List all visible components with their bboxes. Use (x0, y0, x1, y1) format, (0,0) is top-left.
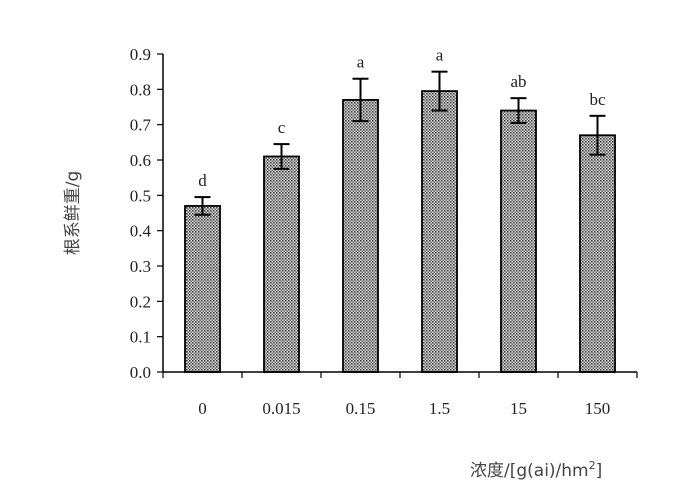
y-axis-ticks: 0.0 0.1 0.2 0.3 0.4 0.5 0.6 0.7 0.8 0.9 (130, 45, 638, 382)
x-axis-title-superscript: 2 (589, 459, 596, 472)
bar (342, 99, 379, 373)
bars: d 0 c 0.015 a 0.15 a 1.5 ab 15 bc 150 (184, 46, 616, 418)
significance-label: d (198, 171, 207, 190)
y-axis-title: 根系鲜重/g (63, 171, 83, 256)
y-tick-label: 0.9 (130, 45, 151, 64)
x-axis-title-end: ] (596, 461, 603, 481)
x-tick-label: 0 (198, 399, 207, 418)
x-tick-label: 15 (510, 399, 527, 418)
y-tick-label: 0.8 (130, 80, 151, 99)
significance-label: ab (510, 72, 526, 91)
bar (579, 134, 616, 373)
y-tick-label: 0.4 (130, 222, 152, 241)
y-tick-label: 0.3 (130, 257, 151, 276)
significance-label: c (278, 118, 286, 137)
x-axis-title-main: 浓度/[g(ai)/hm (470, 461, 589, 481)
bar (263, 155, 300, 373)
bar (500, 109, 537, 373)
significance-label: a (436, 46, 444, 65)
bar (184, 205, 221, 373)
x-tick-label: 150 (585, 399, 611, 418)
x-tick-label: 1.5 (429, 399, 450, 418)
y-tick-label: 0.1 (130, 328, 151, 347)
x-tick-label: 0.015 (262, 399, 300, 418)
x-tick-label: 0.15 (346, 399, 376, 418)
y-tick-label: 0.6 (130, 151, 151, 170)
y-tick-label: 0.0 (130, 363, 151, 382)
x-axis-title: 浓度/[g(ai)/hm2] (470, 459, 602, 481)
significance-label: a (357, 53, 365, 72)
bar (421, 90, 458, 373)
y-tick-label: 0.7 (130, 116, 152, 135)
significance-label: bc (589, 90, 606, 109)
y-tick-label: 0.2 (130, 292, 151, 311)
y-tick-label: 0.5 (130, 186, 151, 205)
